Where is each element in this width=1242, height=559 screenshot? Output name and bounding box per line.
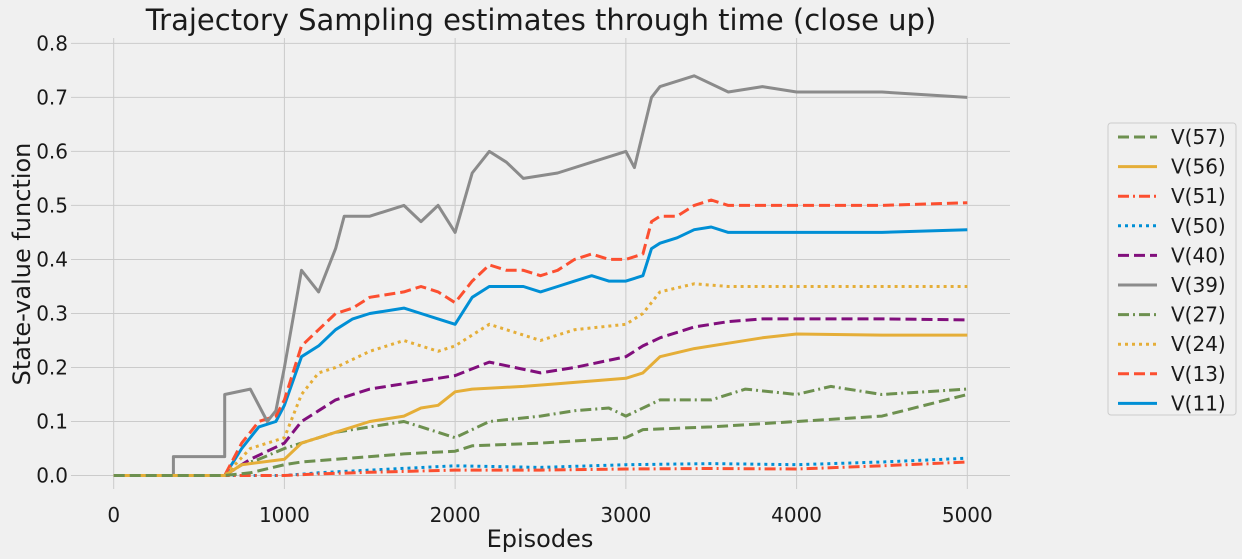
chart-title: Trajectory Sampling estimates through ti…: [145, 3, 937, 37]
y-tick-label: 0.2: [36, 355, 68, 379]
x-tick-label: 1000: [259, 503, 310, 527]
y-tick-label: 0.7: [36, 85, 68, 109]
grid-lines: [71, 38, 1010, 489]
series-line-v40: [113, 317, 968, 477]
y-tick-label: 0.1: [36, 409, 68, 433]
y-axis-ticks: 0.0 0.1 0.2 0.3 0.4 0.5 0.6 0.7 0.8: [36, 31, 68, 487]
x-tick-label: 3000: [600, 503, 651, 527]
series-line-v51: [113, 460, 968, 477]
legend-label: V(11): [1171, 391, 1226, 415]
legend-label: V(27): [1171, 303, 1226, 327]
y-tick-label: 0.4: [36, 247, 68, 271]
legend-label: V(40): [1171, 243, 1226, 267]
legend-label: V(24): [1171, 332, 1226, 356]
x-tick-label: 4000: [771, 503, 822, 527]
y-tick-label: 0.0: [36, 463, 68, 487]
y-tick-label: 0.8: [36, 31, 68, 55]
legend-label: V(56): [1171, 155, 1226, 179]
legend-label: V(50): [1171, 214, 1226, 238]
y-tick-label: 0.5: [36, 193, 68, 217]
x-axis-label: Episodes: [487, 525, 594, 553]
x-axis-ticks: 0 1000 2000 3000 4000 5000: [107, 503, 992, 527]
series-line-v11: [113, 225, 968, 477]
series-line-v27: [113, 384, 968, 477]
series-line-v39: [113, 74, 968, 477]
legend-label: V(57): [1171, 125, 1226, 149]
x-tick-label: 2000: [430, 503, 481, 527]
series-lines: [113, 74, 968, 477]
legend-label: V(13): [1171, 362, 1226, 386]
series-line-v24: [113, 282, 968, 477]
series-line-v57: [113, 393, 968, 477]
y-tick-label: 0.3: [36, 301, 68, 325]
series-line-v56: [113, 332, 968, 477]
x-tick-label: 0: [107, 503, 120, 527]
series-line-v13: [113, 198, 968, 477]
y-tick-label: 0.6: [36, 139, 68, 163]
legend-label: V(39): [1171, 273, 1226, 297]
series-line-v50: [113, 456, 968, 477]
y-axis-label: State-value function: [8, 143, 36, 386]
x-tick-label: 5000: [942, 503, 993, 527]
legend: V(57) V(56) V(51) V(50) V(40) V(39) V(27) V(24)…: [1107, 122, 1237, 416]
legend-label: V(51): [1171, 184, 1226, 208]
